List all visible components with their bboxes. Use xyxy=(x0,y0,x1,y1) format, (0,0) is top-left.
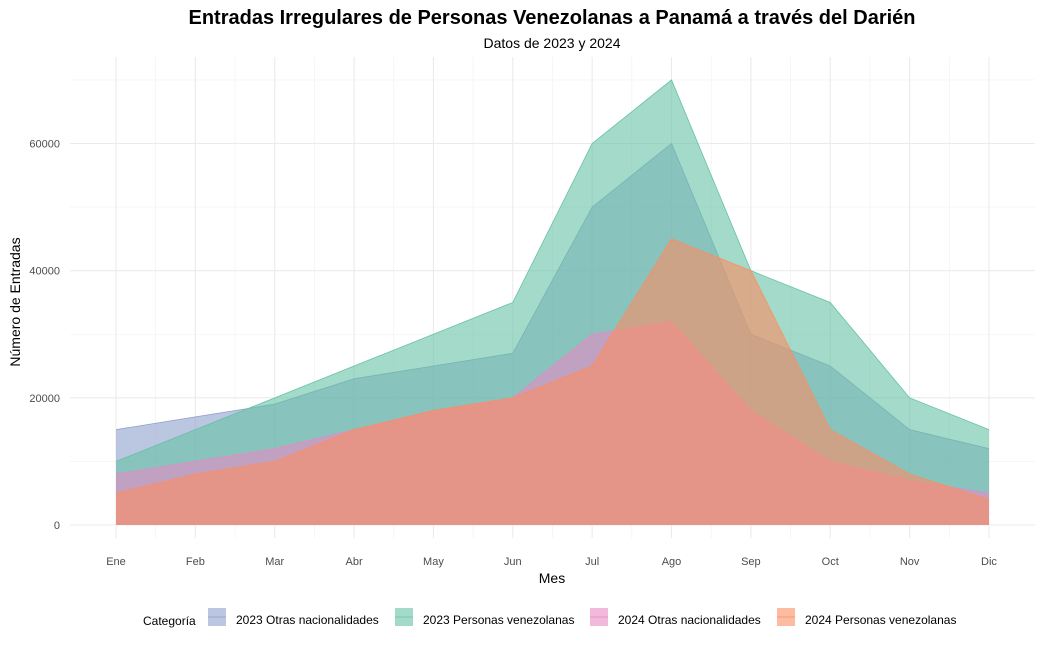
x-tick-label: Feb xyxy=(186,556,205,568)
legend-item: 2024 Otras nacionalidades xyxy=(590,608,761,627)
y-axis-label: Número de Entradas xyxy=(7,237,23,366)
x-tick-label: Oct xyxy=(822,556,839,568)
x-tick-label: May xyxy=(423,556,444,568)
legend-item: 2023 Otras nacionalidades xyxy=(208,608,379,627)
legend-item: 2024 Personas venezolanas xyxy=(777,608,956,627)
series-line-3 xyxy=(115,238,990,500)
areas xyxy=(115,79,990,526)
chart-title: Entradas Irregulares de Personas Venezol… xyxy=(188,7,915,29)
x-tick-label: Ene xyxy=(106,556,126,568)
legend: Categoría 2023 Otras nacionalidades 2023 … xyxy=(143,608,956,628)
legend-label: 2024 Otras nacionalidades xyxy=(618,613,761,627)
chart-subtitle: Datos de 2023 y 2024 xyxy=(484,35,621,51)
y-tick-label: 20000 xyxy=(29,393,60,405)
y-axis: 0 20000 40000 60000 xyxy=(29,139,60,533)
legend-item: 2023 Personas venezolanas xyxy=(395,608,574,627)
y-tick-label: 60000 xyxy=(29,139,60,151)
legend-label: 2023 Otras nacionalidades xyxy=(236,613,379,627)
x-tick-label: Ago xyxy=(662,556,682,568)
y-tick-label: 40000 xyxy=(29,266,60,278)
x-tick-label: Sep xyxy=(741,556,761,568)
x-tick-label: Mar xyxy=(265,556,284,568)
x-axis: Ene Feb Mar Abr May Jun Jul Ago Sep Oct Nov Dic xyxy=(106,556,997,568)
legend-label: 2023 Personas venezolanas xyxy=(423,613,574,627)
legend-label: 2024 Personas venezolanas xyxy=(805,613,956,627)
x-tick-label: Dic xyxy=(981,556,997,568)
x-tick-label: Jun xyxy=(504,556,522,568)
y-tick-label: 0 xyxy=(54,520,60,532)
x-tick-label: Jul xyxy=(585,556,599,568)
x-tick-label: Abr xyxy=(346,556,363,568)
x-tick-label: Nov xyxy=(900,556,920,568)
series-line-1 xyxy=(115,79,990,462)
legend-title: Categoría xyxy=(143,614,196,628)
x-axis-label: Mes xyxy=(539,570,565,586)
